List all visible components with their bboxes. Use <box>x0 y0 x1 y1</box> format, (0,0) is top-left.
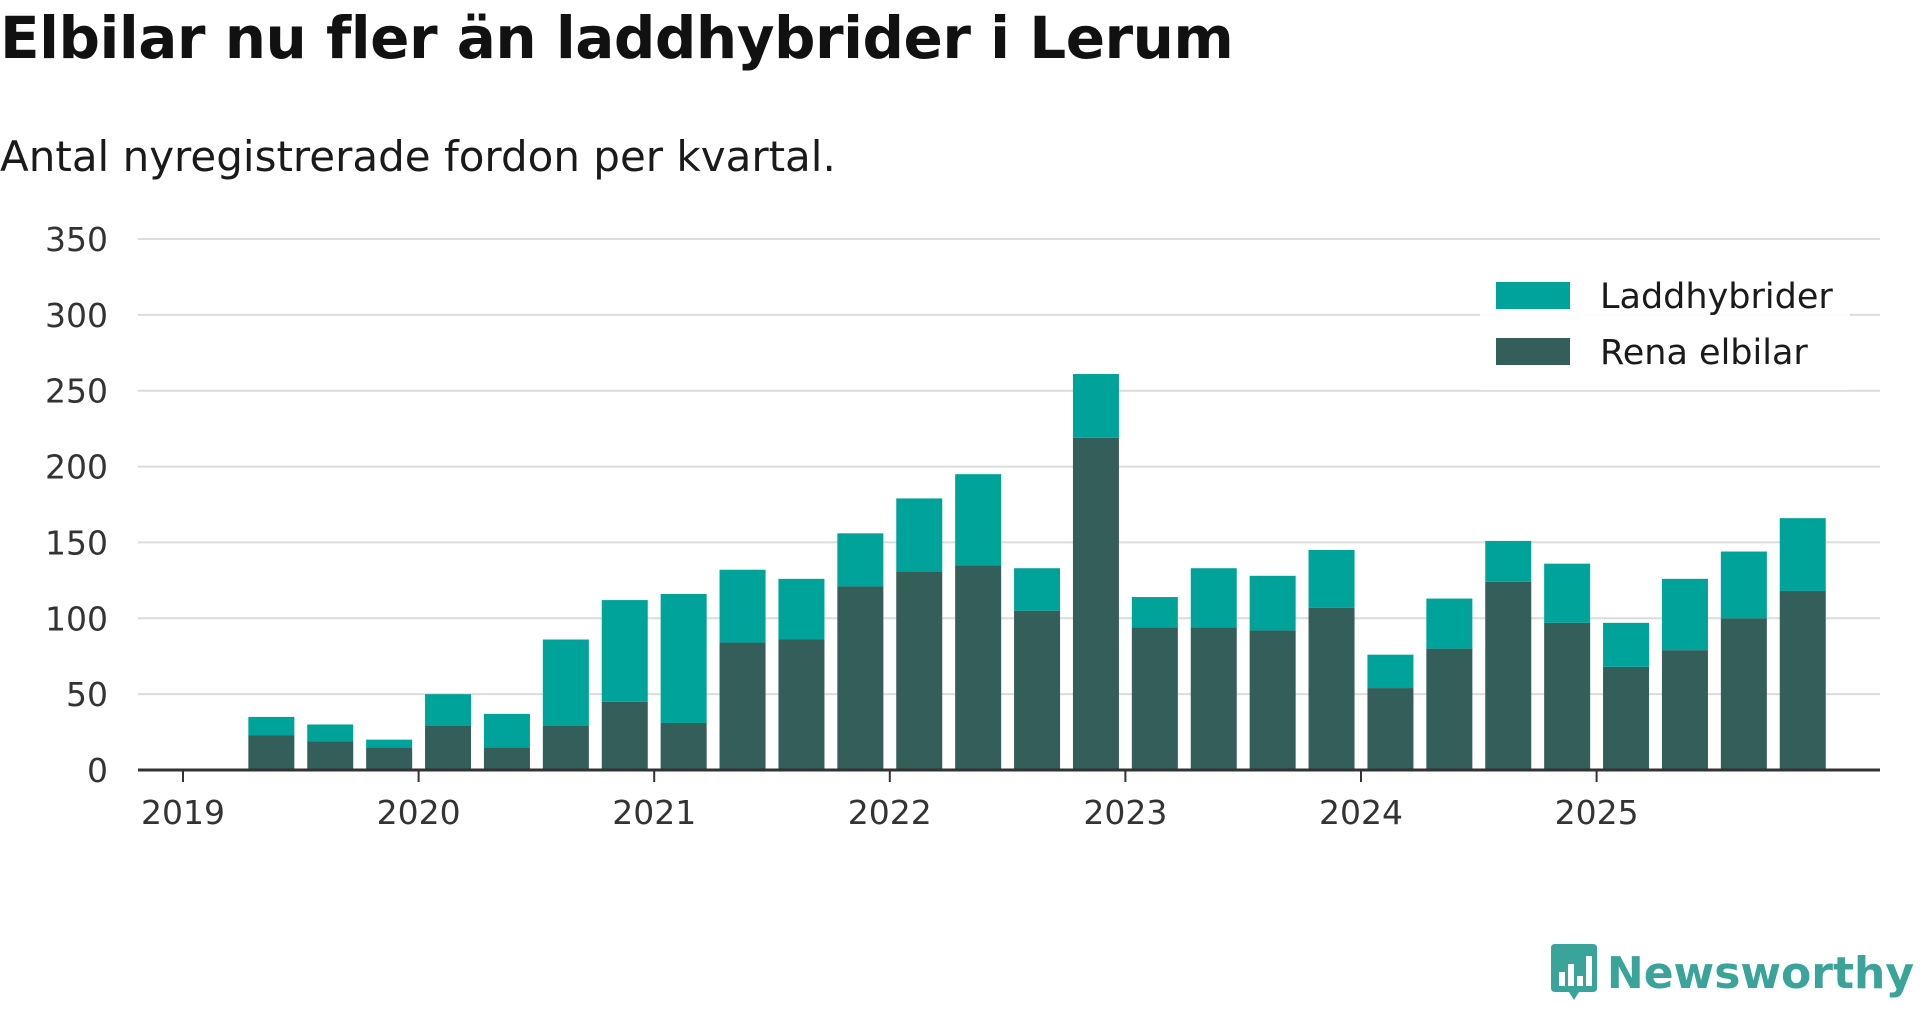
bar-rena-elbilar <box>542 726 589 770</box>
bar-rena-elbilar <box>1603 666 1650 770</box>
bar-laddhybrider <box>542 639 589 727</box>
bar-rena-elbilar <box>660 722 707 770</box>
bar-laddhybrider <box>1720 551 1767 619</box>
bar-laddhybrider <box>425 694 472 727</box>
bar-laddhybrider <box>483 713 530 748</box>
y-tick-label: 150 <box>45 523 108 562</box>
newsworthy-logo: Newsworthy <box>1549 942 1914 1004</box>
bar-rena-elbilar <box>1249 630 1296 770</box>
y-tick-label: 350 <box>45 220 108 259</box>
bar-rena-elbilar <box>1661 650 1708 770</box>
chart-title: Elbilar nu fler än laddhybrider i Lerum <box>0 4 1234 72</box>
bar-rena-elbilar <box>1426 648 1473 770</box>
bar-rena-elbilar <box>1190 627 1237 770</box>
bar-laddhybrider <box>719 569 766 643</box>
newsworthy-logo-icon <box>1550 944 1597 1000</box>
y-tick-label: 200 <box>45 448 108 487</box>
bar-laddhybrider <box>307 724 354 742</box>
bar-rena-elbilar <box>248 735 295 770</box>
bar-rena-elbilar <box>1367 688 1414 770</box>
bar-laddhybrider <box>1131 597 1178 628</box>
legend-swatch <box>1496 282 1570 309</box>
bar-laddhybrider <box>1426 598 1473 649</box>
bar-rena-elbilar <box>896 571 943 770</box>
bar-laddhybrider <box>1072 374 1119 438</box>
bar-laddhybrider <box>955 474 1002 566</box>
bar-laddhybrider <box>896 498 943 572</box>
bar-rena-elbilar <box>1485 581 1532 770</box>
y-tick-label: 100 <box>45 599 108 638</box>
x-tick-label: 2022 <box>848 793 932 832</box>
bar-laddhybrider <box>1544 563 1591 623</box>
bar-laddhybrider <box>366 739 413 748</box>
bar-rena-elbilar <box>955 565 1002 770</box>
x-tick-label: 2024 <box>1319 793 1403 832</box>
bar-laddhybrider <box>1661 578 1708 651</box>
bar-laddhybrider <box>248 716 295 736</box>
bar-rena-elbilar <box>601 701 648 770</box>
bar-laddhybrider <box>1485 540 1532 582</box>
bar-rena-elbilar <box>307 741 354 770</box>
x-tick-label: 2019 <box>141 793 225 832</box>
bar-laddhybrider <box>1249 575 1296 631</box>
y-tick-label: 300 <box>45 296 108 335</box>
brand-name: Newsworthy <box>1606 947 1914 999</box>
bar-rena-elbilar <box>778 639 825 770</box>
bar-rena-elbilar <box>425 726 472 770</box>
y-tick-label: 250 <box>45 372 108 411</box>
legend-swatch <box>1496 338 1570 365</box>
bar-rena-elbilar <box>1779 590 1826 770</box>
bar-rena-elbilar <box>1308 607 1355 770</box>
y-tick-label: 0 <box>87 751 108 790</box>
bar-rena-elbilar <box>483 747 530 770</box>
bar-laddhybrider <box>837 533 884 587</box>
bar-laddhybrider <box>1190 568 1237 628</box>
bar-laddhybrider <box>778 578 825 640</box>
bar-rena-elbilar <box>1131 627 1178 770</box>
bar-rena-elbilar <box>837 586 884 770</box>
bar-laddhybrider <box>1603 622 1650 667</box>
bar-rena-elbilar <box>1720 618 1767 770</box>
x-tick-label: 2025 <box>1555 793 1639 832</box>
x-tick-label: 2020 <box>377 793 461 832</box>
legend-label: Laddhybrider <box>1600 277 1833 317</box>
bar-rena-elbilar <box>1072 437 1119 770</box>
x-tick-label: 2021 <box>612 793 696 832</box>
bar-rena-elbilar <box>719 642 766 770</box>
bar-laddhybrider <box>1779 518 1826 591</box>
bar-laddhybrider <box>660 594 707 723</box>
bar-laddhybrider <box>1367 654 1414 689</box>
bar-laddhybrider <box>1308 550 1355 608</box>
chart-subtitle: Antal nyregistrerade fordon per kvartal. <box>0 132 836 181</box>
y-tick-label: 50 <box>66 675 108 714</box>
bar-rena-elbilar <box>366 747 413 770</box>
bar-laddhybrider <box>601 600 648 702</box>
bar-laddhybrider <box>1014 568 1061 611</box>
bar-rena-elbilar <box>1544 622 1591 770</box>
legend-label: Rena elbilar <box>1600 333 1808 373</box>
x-tick-label: 2023 <box>1083 793 1167 832</box>
bar-rena-elbilar <box>1014 610 1061 770</box>
